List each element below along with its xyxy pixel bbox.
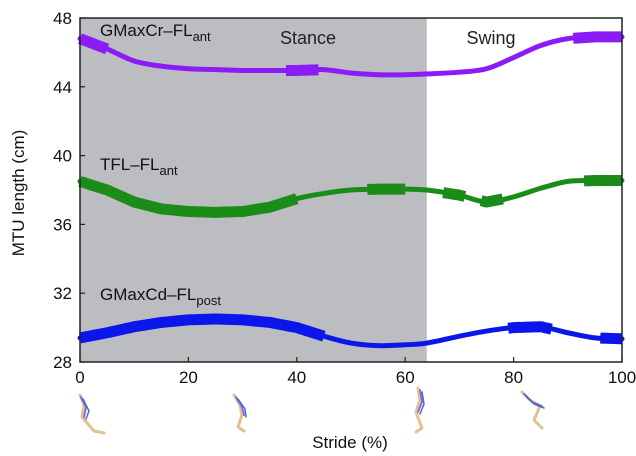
pose-64-icon: [414, 386, 425, 434]
plot-frame: [79, 17, 623, 363]
series-active-segment: [597, 332, 625, 345]
series-lines: [77, 31, 625, 349]
series-active-segment: [77, 313, 327, 344]
pose-illustrations: [78, 386, 545, 435]
x-tick-label: 60: [396, 368, 415, 387]
series-active-segment: [77, 176, 300, 218]
x-tick-label: 80: [504, 368, 523, 387]
y-tick-label: 28: [53, 353, 72, 372]
y-tick-label: 48: [53, 9, 72, 28]
x-tick-label: 100: [608, 368, 636, 387]
x-tick-label: 0: [75, 368, 84, 387]
phase-labels: Stance Swing: [280, 28, 516, 48]
x-tick-label: 40: [287, 368, 306, 387]
y-tick-label: 36: [53, 215, 72, 234]
pose-0-icon: [78, 393, 106, 435]
series-active-segment: [440, 187, 468, 202]
phase-label-stance: Stance: [280, 28, 336, 48]
series-label-gmaxcr-fl: GMaxCr–FLant: [100, 21, 211, 44]
series-label-gmaxcd-fl: GMaxCd–FLpost: [100, 285, 221, 308]
series-labels: GMaxCr–FLant TFL–FLant GMaxCd–FLpost: [100, 21, 221, 308]
y-tick-label: 40: [53, 147, 72, 166]
series-line-gmaxcr-fl: [77, 34, 625, 78]
series-active-segment: [505, 321, 555, 335]
y-axis-label: MTU length (cm): [9, 130, 28, 257]
x-axis-label: Stride (%): [312, 433, 388, 452]
x-axis: 0 20 40 60 80 100: [75, 357, 636, 387]
series-label-tfl-fl: TFL–FLant: [100, 155, 178, 178]
pose-25-icon: [232, 393, 247, 433]
pose-83-icon: [520, 390, 545, 430]
phase-label-swing: Swing: [466, 28, 515, 48]
series-active-segment: [570, 31, 625, 44]
series-active-segment: [478, 193, 506, 208]
y-tick-label: 44: [53, 78, 72, 97]
series-active-segment: [283, 64, 322, 76]
series-active-segment: [77, 33, 110, 55]
y-tick-label: 32: [53, 284, 72, 303]
y-axis: 28 32 36 40 44 48: [53, 9, 85, 372]
x-tick-label: 20: [179, 368, 198, 387]
